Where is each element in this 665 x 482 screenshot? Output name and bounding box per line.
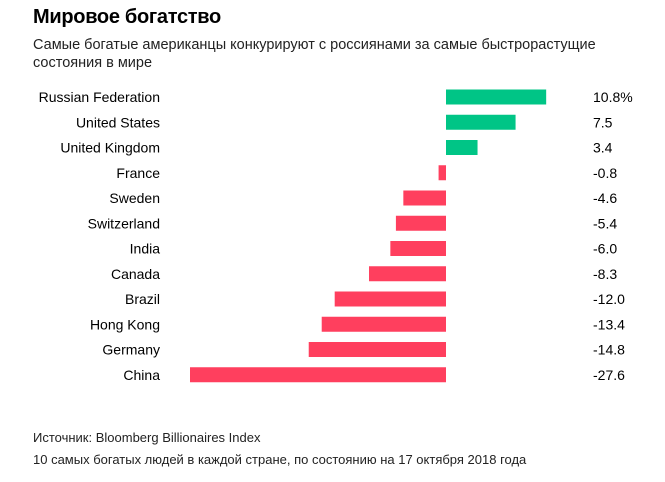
value-label: 10.8% — [593, 89, 633, 105]
value-label: -8.3 — [593, 266, 617, 282]
value-label: -13.4 — [593, 316, 625, 332]
bar — [403, 190, 446, 206]
category-label: Hong Kong — [90, 316, 160, 332]
value-label: -0.8 — [593, 165, 617, 181]
category-label: France — [116, 165, 160, 181]
bar — [446, 89, 547, 105]
category-label: China — [123, 367, 160, 383]
category-label: United States — [76, 114, 160, 130]
bar — [390, 241, 446, 256]
bar — [446, 114, 516, 130]
value-label: -27.6 — [593, 367, 625, 383]
bar — [446, 140, 478, 155]
category-label: United Kingdom — [60, 140, 160, 156]
bar — [308, 342, 446, 357]
value-label: -5.4 — [593, 215, 617, 231]
chart-subtitle: Самые богатые американцы конкурируют с р… — [33, 37, 596, 71]
value-label: -12.0 — [593, 291, 625, 307]
value-label: -6.0 — [593, 241, 617, 257]
value-label: 3.4 — [593, 140, 613, 156]
value-label: -4.6 — [593, 190, 617, 206]
category-label: Russian Federation — [39, 89, 160, 105]
category-label: Germany — [102, 342, 160, 358]
footnote: 10 самых богатых людей в каждой стране, … — [33, 452, 527, 467]
category-label: Brazil — [125, 291, 160, 307]
bar — [190, 367, 446, 383]
chart-title: Мировое богатство — [33, 6, 221, 28]
category-label: Canada — [111, 266, 160, 282]
category-label: Sweden — [109, 190, 160, 206]
category-label: India — [130, 241, 161, 257]
bar — [438, 165, 446, 181]
source-note: Источник: Bloomberg Billionaires Index — [33, 430, 261, 445]
value-label: -14.8 — [593, 342, 625, 358]
bar — [334, 291, 446, 307]
category-label: Switzerland — [88, 215, 160, 231]
bar — [395, 215, 446, 231]
bar — [321, 316, 446, 332]
value-label: 7.5 — [593, 114, 613, 130]
bar — [369, 266, 446, 282]
